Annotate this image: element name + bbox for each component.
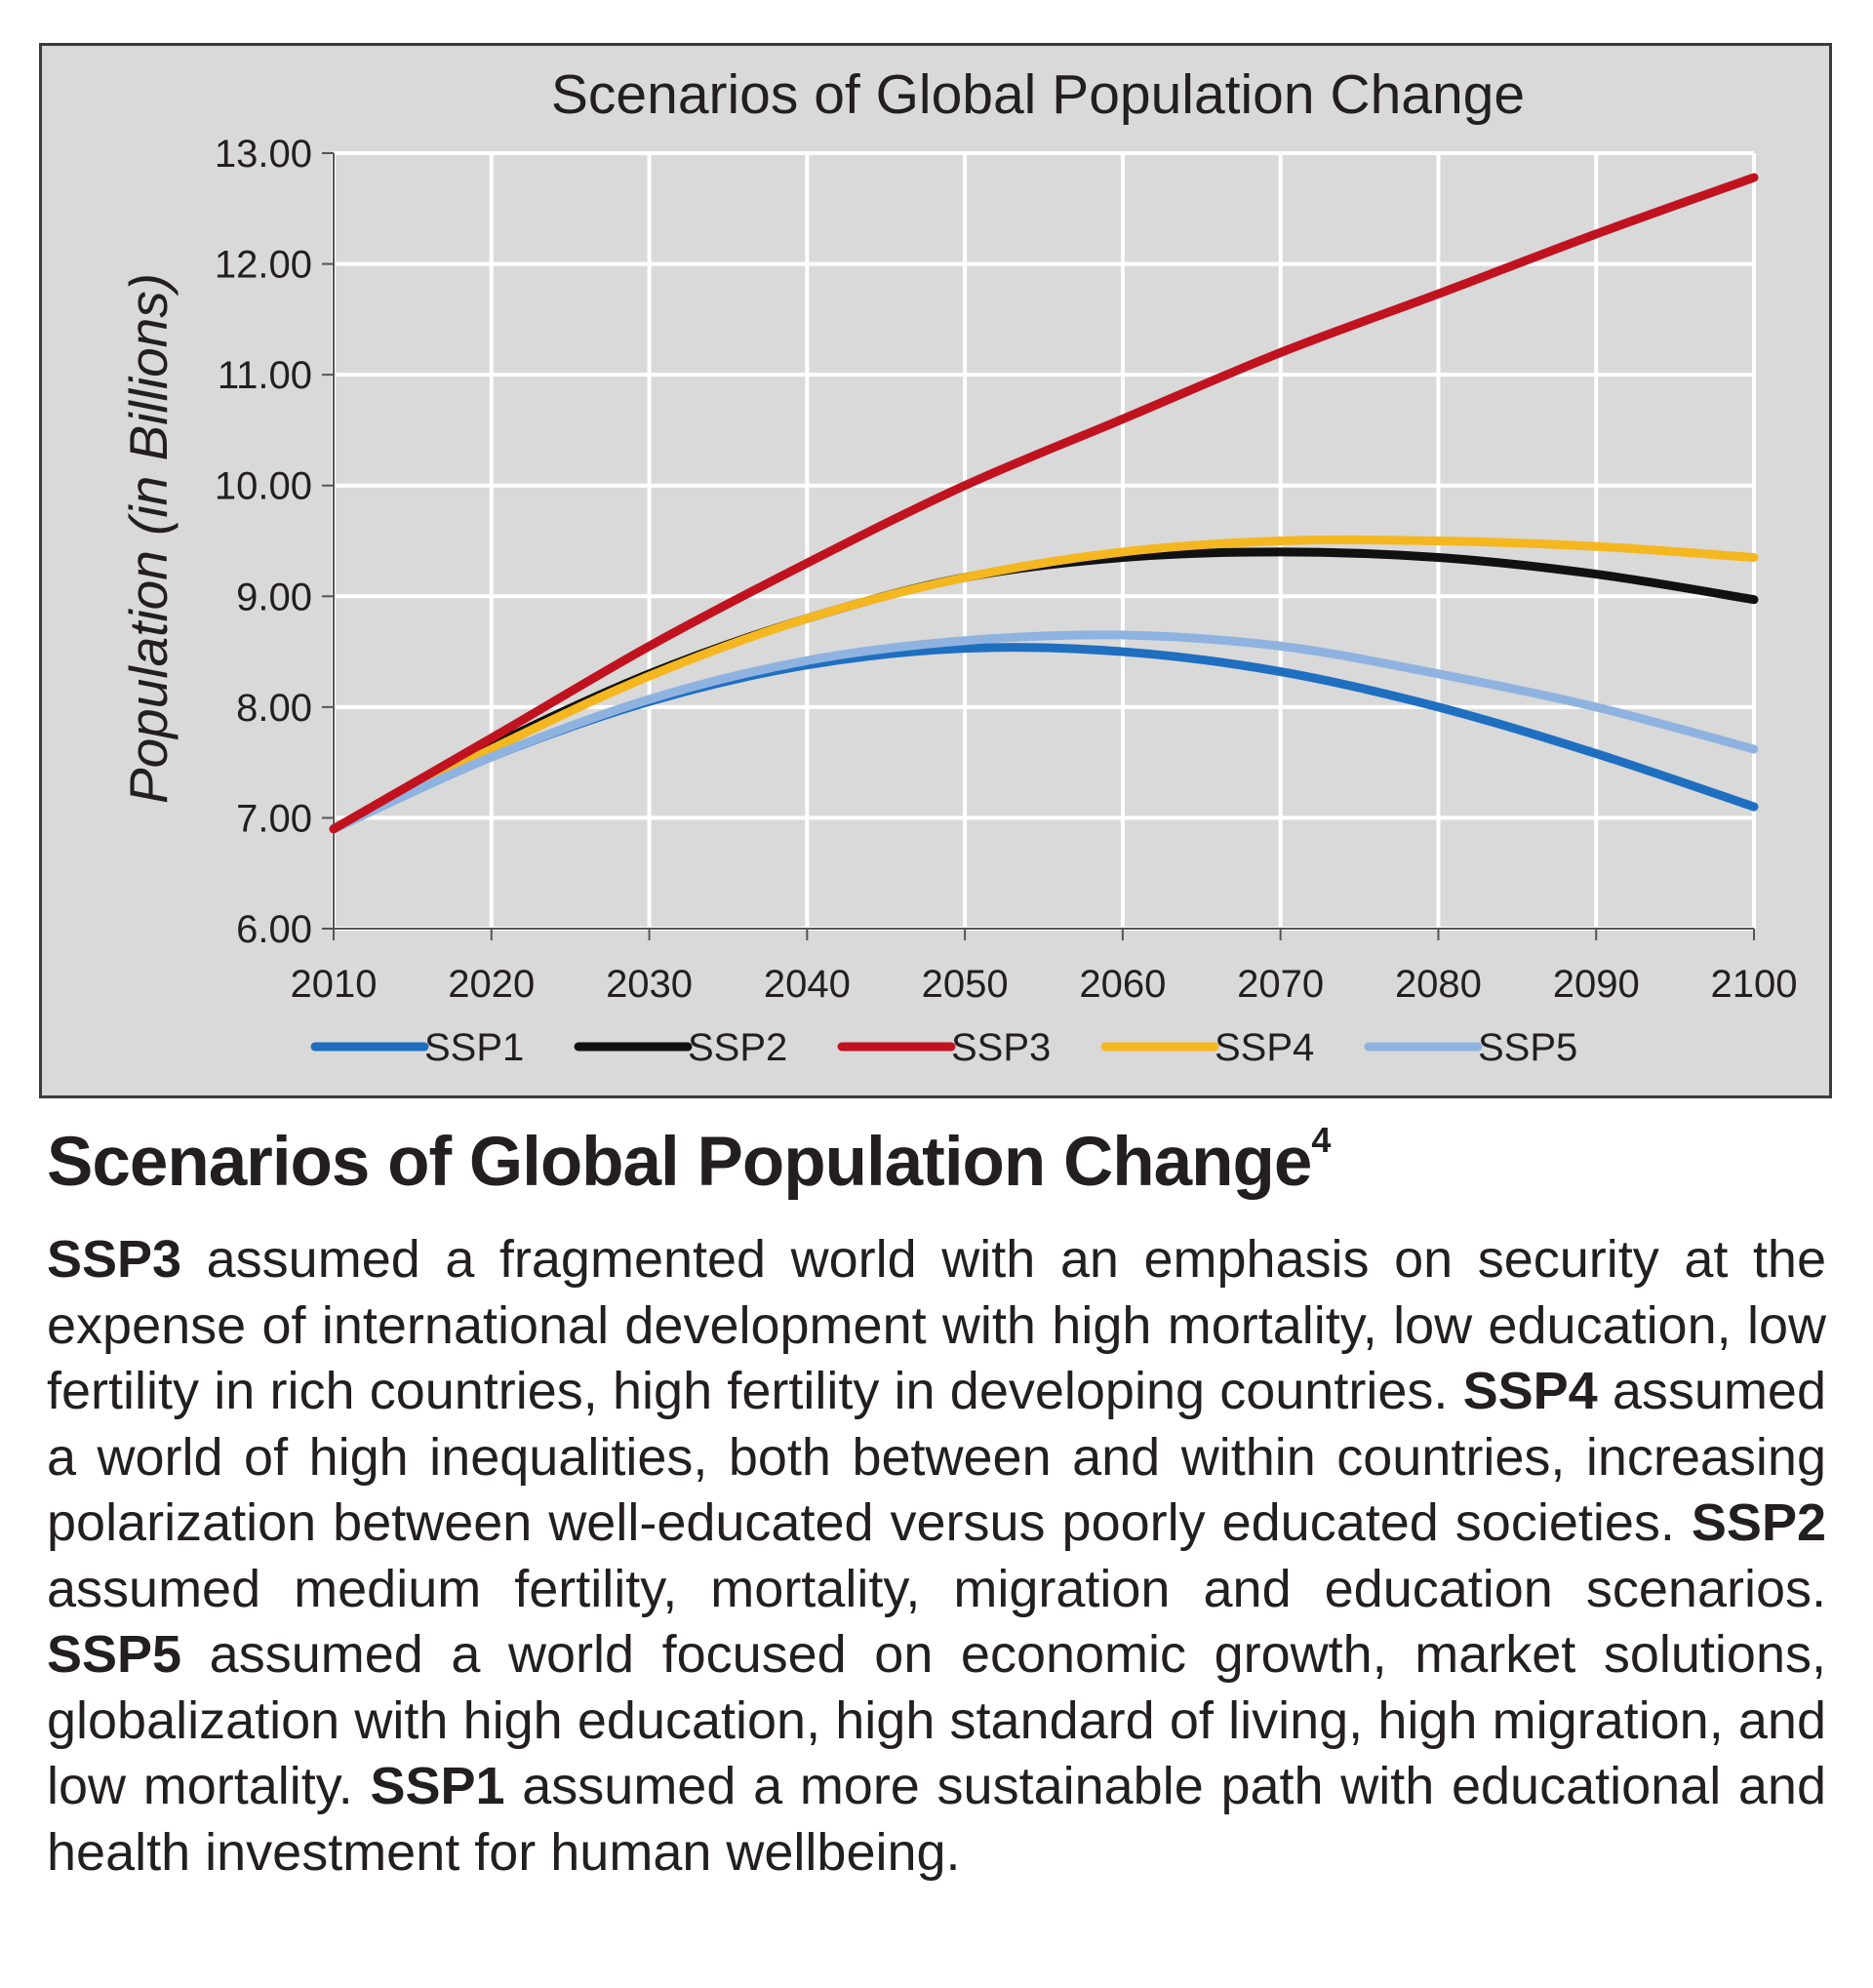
y-tick-label: 6.00 (236, 908, 312, 951)
x-tick-label: 2100 (1711, 963, 1798, 1006)
line-chart: Scenarios of Global Population Change Po… (118, 63, 1798, 1069)
y-tick-label: 12.00 (215, 244, 312, 287)
scenario-name: SSP4 (1462, 1362, 1598, 1420)
scenario-description: assumed medium fertility, mortality, mig… (47, 1559, 1826, 1618)
scenario-description: assumed a fragmented world with an empha… (47, 1230, 1826, 1420)
axes: 6.00 7.00 8.00 9.00 10.00 11.00 12.00 13.00 2010… (215, 133, 1798, 1006)
scenario-name: SSP2 (1691, 1493, 1826, 1552)
footnote-marker: 4 (1311, 1120, 1331, 1160)
y-tick-label: 11.00 (218, 354, 312, 397)
gridlines (332, 151, 1756, 931)
chart-panel: Scenarios of Global Population Change Po… (39, 43, 1832, 1098)
scenario-name: SSP3 (47, 1230, 182, 1289)
x-tick-label: 2090 (1553, 963, 1640, 1006)
scenario-description: assumed a world focused on economic grow… (47, 1625, 1826, 1815)
scenario-name: SSP1 (370, 1757, 505, 1815)
x-tick-label: 2030 (606, 963, 693, 1006)
series-lines (329, 173, 1759, 834)
y-tick-label: 10.00 (215, 465, 312, 508)
y-tick-label: 7.00 (236, 797, 312, 840)
x-tick-label: 2080 (1395, 963, 1482, 1006)
x-tick-label: 2020 (448, 963, 535, 1006)
legend: SSP1 SSP2 SSP3 SSP4 SSP5 (310, 1026, 1577, 1069)
series-line-ssp5 (329, 630, 1759, 834)
x-tick-label: 2070 (1237, 963, 1324, 1006)
series-line-ssp4 (329, 535, 1759, 834)
x-tick-label: 2010 (291, 963, 378, 1006)
scenario-description: assumed a more sustainable path with edu… (47, 1757, 1826, 1882)
scenario-name: SSP5 (47, 1625, 182, 1684)
caption-title: Scenarios of Global Population Change4 (47, 1120, 1331, 1202)
legend-label-ssp1: SSP1 (424, 1026, 524, 1069)
chart-title: Scenarios of Global Population Change (551, 63, 1525, 126)
series-line-ssp3 (329, 173, 1759, 834)
caption-title-text: Scenarios of Global Population Change (47, 1124, 1312, 1201)
legend-label-ssp5: SSP5 (1478, 1026, 1577, 1069)
y-tick-label: 13.00 (215, 133, 312, 176)
scenario-description: assumed a world of high inequalities, bo… (47, 1362, 1826, 1552)
legend-label-ssp3: SSP3 (951, 1026, 1051, 1069)
x-tick-label: 2060 (1079, 963, 1166, 1006)
x-tick-label: 2050 (922, 963, 1009, 1006)
caption-body: SSP3 assumed a fragmented world with an … (47, 1227, 1826, 1886)
legend-label-ssp2: SSP2 (688, 1026, 787, 1069)
y-tick-label: 9.00 (236, 576, 312, 618)
legend-label-ssp4: SSP4 (1215, 1026, 1314, 1069)
y-axis-label: Population (in Billions) (118, 273, 179, 804)
y-tick-label: 8.00 (236, 687, 312, 730)
x-tick-label: 2040 (764, 963, 851, 1006)
